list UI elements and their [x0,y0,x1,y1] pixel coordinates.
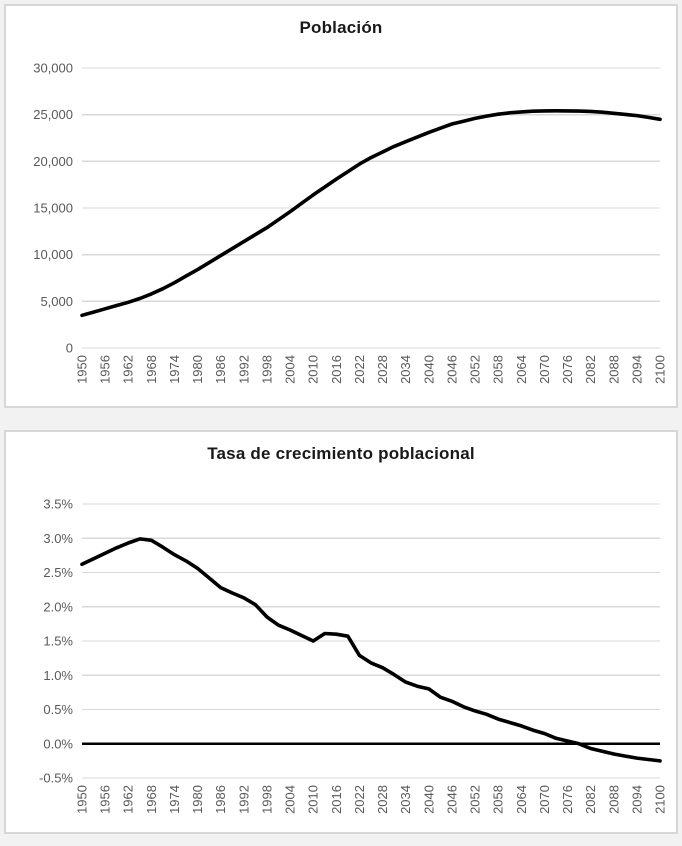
x-axis-tick-label: 1962 [121,785,136,814]
x-axis-tick-label: 1968 [144,785,159,814]
x-axis-tick-label: 2052 [468,785,483,814]
x-axis-tick-label: 1974 [167,785,182,814]
x-axis-tick-label: 1992 [236,785,251,814]
y-axis-tick-label: 0 [66,341,73,356]
y-axis-tick-label: 20,000 [33,154,73,169]
x-axis-tick-label: 1980 [190,355,205,384]
x-axis-tick-label: 2004 [283,355,298,384]
x-axis-tick-label: 1950 [75,785,90,814]
x-axis-tick-label: 2022 [352,785,367,814]
y-axis-tick-label: 30,000 [33,61,73,76]
y-axis-tick-label: 1.0% [43,668,73,683]
population-chart: 30,000 25,000 20,000 15,000 10,000 5,000 01950… [33,61,668,384]
y-axis-tick-label: 2.5% [43,565,73,580]
population-chart-panel: Población 30,000 25,000 20,000 15,000 10,000… [4,4,678,408]
x-axis-tick-label: 1968 [144,355,159,384]
x-axis-tick-label: 2028 [375,355,390,384]
x-axis-tick-label: 2040 [421,355,436,384]
series-line [80,109,662,318]
x-axis-tick-label: 1998 [260,785,275,814]
x-axis-tick-label: 1956 [98,355,113,384]
x-axis-tick-label: 2046 [444,355,459,384]
x-axis-tick-label: 1980 [190,785,205,814]
y-axis-tick-label: 0.5% [43,702,73,717]
y-axis-tick-label: 1.5% [43,634,73,649]
x-axis-tick-label: 1974 [167,355,182,384]
y-axis-tick-label: 3.0% [43,531,73,546]
growth-rate-chart-title: Tasa de crecimiento poblacional [207,444,475,463]
x-axis-tick-label: 2076 [560,355,575,384]
x-axis-tick-label: 2082 [583,355,598,384]
x-axis-tick-label: 2070 [537,785,552,814]
x-axis-tick-label: 2016 [329,785,344,814]
x-axis-tick-label: 2046 [444,785,459,814]
x-axis-tick-label: 2034 [398,355,413,384]
x-axis-tick-label: 1992 [236,355,251,384]
y-axis-tick-label: 10,000 [33,247,73,262]
x-axis-tick-label: 2094 [629,355,644,384]
x-axis-tick-label: 2022 [352,355,367,384]
x-axis-tick-label: 2004 [283,785,298,814]
x-axis-tick-label: 2028 [375,785,390,814]
growth-rate-chart-panel: Tasa de crecimiento poblacional 3.5% 3.0%… [4,430,678,834]
y-axis-tick-label: -0.5% [39,771,73,786]
x-axis-tick-label: 1950 [75,355,90,384]
x-axis-tick-label: 2034 [398,785,413,814]
x-axis-tick-label: 2058 [491,355,506,384]
y-axis-tick-label: 3.5% [43,497,73,512]
x-axis-tick-label: 2100 [653,355,668,384]
x-axis-tick-label: 2058 [491,785,506,814]
population-chart-title: Población [299,18,383,37]
x-axis-tick-label: 2052 [468,355,483,384]
x-axis-tick-label: 2016 [329,355,344,384]
x-axis-tick-label: 2064 [514,785,529,814]
x-axis-tick-label: 1956 [98,785,113,814]
growth-rate-chart: 3.5%3.0%2.5%2.0%1.5%1.0%0.5%0.0%-0.5%195… [39,497,668,814]
y-axis-tick-label: 25,000 [33,107,73,122]
series-line [80,537,662,763]
x-axis-tick-label: 2040 [421,785,436,814]
x-axis-tick-label: 2094 [629,785,644,814]
x-axis-tick-label: 2010 [306,355,321,384]
y-axis-tick-label: 2.0% [43,599,73,614]
x-axis-tick-label: 2088 [606,355,621,384]
x-axis-tick-label: 1986 [213,785,228,814]
x-axis-tick-label: 1962 [121,355,136,384]
x-axis-tick-label: 2010 [306,785,321,814]
y-axis-tick-label: 0.0% [43,736,73,751]
x-axis-tick-label: 1986 [213,355,228,384]
x-axis-tick-label: 2076 [560,785,575,814]
y-axis-tick-label: 5,000 [40,294,73,309]
x-axis-tick-label: 1998 [260,355,275,384]
x-axis-tick-label: 2070 [537,355,552,384]
x-axis-tick-label: 2064 [514,355,529,384]
x-axis-tick-label: 2088 [606,785,621,814]
y-axis-tick-label: 15,000 [33,201,73,216]
x-axis-tick-label: 2100 [653,785,668,814]
x-axis-tick-label: 2082 [583,785,598,814]
